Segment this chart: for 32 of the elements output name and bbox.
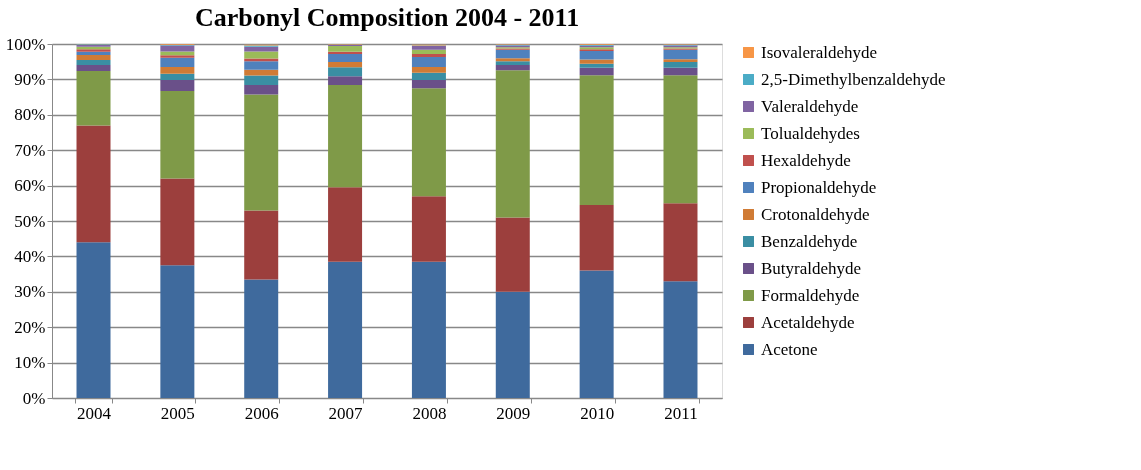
y-tick-label: 10%: [14, 353, 46, 373]
legend-label: Valeraldehyde: [761, 96, 859, 116]
y-tick-label: 30%: [14, 282, 46, 302]
y-tick-label: 50%: [14, 211, 46, 231]
legend-label: Propionaldehyde: [761, 177, 877, 197]
legend-label: Formaldehyde: [761, 285, 860, 305]
legend-label: Benzaldehyde: [761, 231, 858, 251]
x-tick-label: 2005: [160, 403, 195, 423]
x-tick-label: 2007: [328, 403, 364, 423]
x-tick-label: 2004: [77, 403, 112, 423]
x-tick-label: 2009: [496, 403, 531, 423]
legend-label: Acetaldehyde: [761, 312, 855, 332]
x-tick-label: 2006: [244, 403, 279, 423]
legend-label: Isovaleraldehyde: [761, 42, 878, 62]
legend-label: Crotonaldehyde: [761, 204, 870, 224]
legend-label: 2,5-Dimethylbenzaldehyde: [761, 69, 946, 89]
legend-label: Acetone: [761, 339, 818, 359]
x-tick-label: 2008: [412, 403, 447, 423]
y-tick-label: 70%: [14, 140, 46, 160]
x-tick-label: 2010: [580, 403, 615, 423]
y-tick-label: 100%: [5, 34, 46, 54]
y-tick-label: 90%: [14, 69, 46, 89]
legend-label: Tolualdehydes: [761, 123, 860, 143]
y-tick-label: 40%: [14, 246, 46, 266]
y-tick-label: 60%: [14, 176, 46, 196]
y-tick-label: 0%: [22, 388, 46, 408]
legend-label: Butyraldehyde: [761, 258, 862, 278]
x-tick-label: 2011: [664, 403, 698, 423]
chart-title: Carbonyl Composition 2004 - 2011: [194, 3, 580, 32]
legend-label: Hexaldehyde: [761, 150, 851, 170]
y-tick-label: 80%: [14, 105, 46, 125]
y-tick-label: 20%: [14, 317, 46, 337]
